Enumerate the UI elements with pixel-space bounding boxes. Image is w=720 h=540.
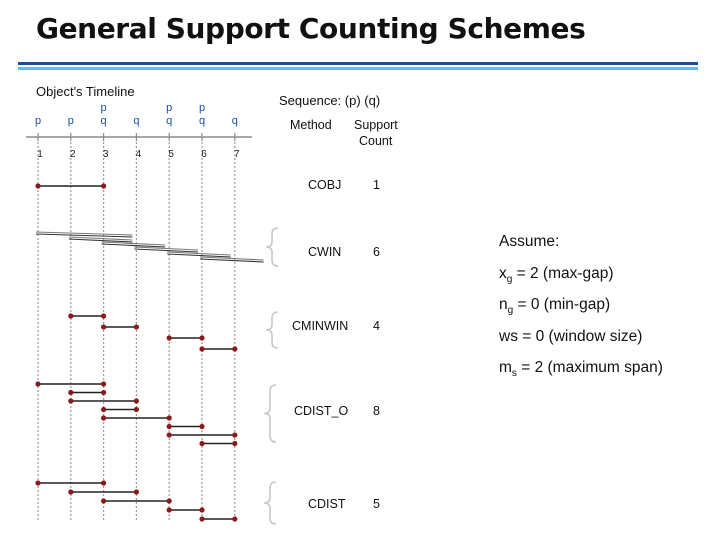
window-segment [68,236,133,241]
timeline-tick-number: 6 [201,149,207,160]
timeline-tick-number: 4 [136,149,142,160]
method-name: CWIN [308,245,341,259]
method-name: CMINWIN [292,319,348,333]
timeline-tick-number: 1 [37,149,43,160]
window-segment [199,258,264,263]
occurrence-end-dot [232,432,238,438]
title-rule-dark [18,62,698,65]
support-count: 4 [373,319,380,333]
window-segment [167,253,231,258]
window-segment [101,241,166,246]
window-segment [35,233,133,238]
method-column-header: Method [290,118,332,132]
occurrence-end-dot [199,423,205,430]
occurrence-start-dot [101,406,107,413]
support-count: 6 [373,245,380,259]
window-segment [199,256,264,261]
support-count: 1 [373,178,380,192]
window-segment [134,248,199,253]
occurrence-start-dot [199,516,205,522]
grouping-brace [265,311,279,349]
window-segment [35,231,133,236]
assumptions-panel: Assume: xg = 2 (max-gap) ng = 0 (min-gap… [499,233,663,391]
timeline-tick-number: 7 [234,149,240,160]
event-label-p: p [35,115,41,127]
occurrence-start-dot [35,480,41,486]
occurrence-start-dot [68,489,74,495]
occurrence-end-dot [101,389,107,396]
event-label-p: p [68,115,74,127]
occurrence-end-dot [101,313,107,319]
method-name: COBJ [308,178,341,192]
window-segment [167,251,231,256]
assumption-max-gap: xg = 2 (max-gap) [499,264,614,285]
grouping-brace [263,384,277,443]
occurrence-start-dot [68,389,74,396]
occurrence-start-dot [166,507,172,513]
count-column-header: Count [359,134,393,148]
occurrence-end-dot [232,516,238,522]
event-label-p: p [199,102,205,114]
occurrence-end-dot [166,498,172,504]
timeline-tick-number: 5 [168,149,174,160]
event-label-q: q [199,115,205,127]
slide-title: General Support Counting Schemes [36,12,586,45]
occurrence-start-dot [68,313,74,319]
support-count: 5 [373,497,380,511]
occurrence-end-dot [133,489,139,495]
window-segment [68,238,133,243]
title-rule-light [18,67,698,70]
grouping-brace [265,227,279,267]
timeline-tick-number: 3 [103,149,109,160]
timeline-tick-number: 2 [70,149,76,160]
occurrence-start-dot [35,183,41,189]
timeline-label: Object's Timeline [36,84,135,99]
occurrence-end-dot [101,381,107,387]
occurrence-end-dot [199,335,205,341]
method-name: CDIST_O [294,404,348,418]
occurrence-end-dot [101,480,107,486]
occurrence-start-dot [101,415,107,421]
event-label-q: q [232,115,238,127]
occurrence-end-dot [133,406,139,413]
window-segment [101,243,166,248]
occurrence-start-dot [166,423,172,430]
method-name: CDIST [308,497,346,511]
event-label-q: q [101,115,107,127]
occurrence-end-dot [133,324,139,330]
occurrence-start-dot [199,440,205,447]
occurrence-start-dot [101,498,107,504]
grouping-brace [263,481,277,525]
assumption-window-size: ws = 0 (window size) [499,327,643,345]
assumption-min-gap: ng = 0 (min-gap) [499,296,611,317]
occurrence-end-dot [133,398,139,404]
occurrence-start-dot [68,398,74,404]
occurrence-start-dot [101,324,107,330]
event-label-q: q [133,115,139,127]
occurrence-end-dot [232,346,238,352]
support-column-header: Support [354,118,398,132]
sequence-label: Sequence: (p) (q) [279,93,380,108]
occurrence-start-dot [166,335,172,341]
occurrence-start-dot [35,381,41,387]
occurrence-end-dot [166,415,172,421]
occurrence-end-dot [232,440,238,447]
event-label-q: q [166,115,172,127]
occurrence-end-dot [199,507,205,513]
occurrence-start-dot [166,432,172,438]
window-segment [134,246,199,251]
assumption-max-span: ms = 2 (maximum span) [499,359,663,380]
event-label-p: p [166,102,172,114]
occurrence-end-dot [101,183,107,189]
occurrence-start-dot [199,346,205,352]
event-label-p: p [101,102,107,114]
assumptions-heading: Assume: [499,233,560,250]
support-count: 8 [373,404,380,418]
